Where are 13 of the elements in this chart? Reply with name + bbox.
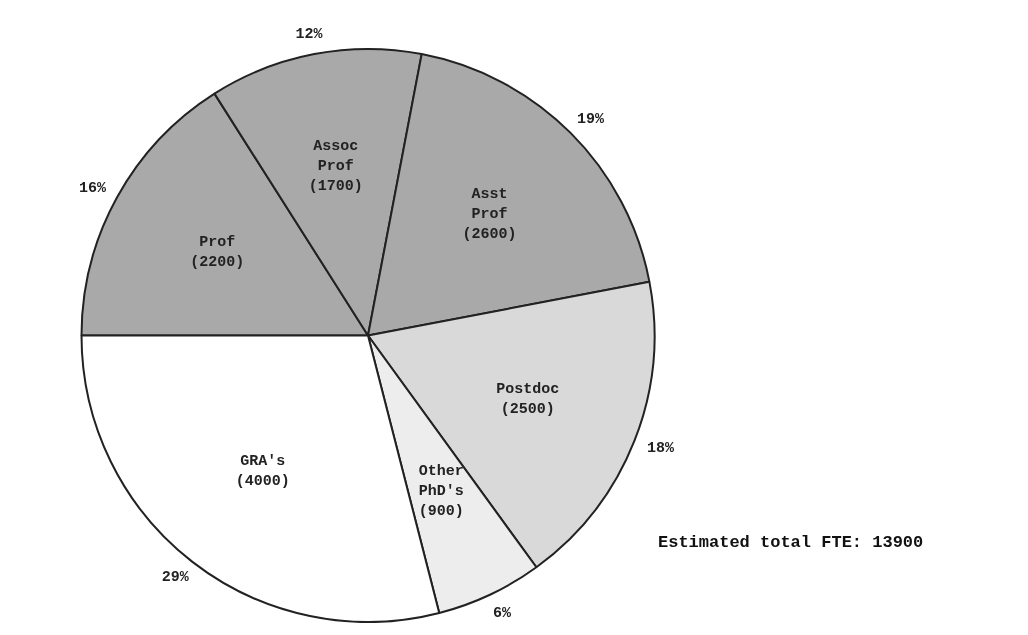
slice-label: GRA's (4000) bbox=[235, 453, 290, 491]
slice-label: Assoc Prof (1700) bbox=[308, 138, 363, 196]
data-label: 12% bbox=[295, 26, 324, 44]
slice-label: Other PhD's (900) bbox=[418, 462, 464, 520]
text: Estimated total FTE: 13900 bbox=[658, 533, 924, 552]
data-label: 18% bbox=[646, 440, 675, 458]
slice-label: Asst Prof (2600) bbox=[462, 185, 517, 243]
slice-label: Prof (2200) bbox=[190, 234, 245, 272]
data-label: 6% bbox=[492, 604, 512, 622]
data-label: 16% bbox=[78, 179, 107, 197]
data-label: 29% bbox=[161, 569, 190, 587]
data-label: 19% bbox=[576, 110, 605, 128]
slice-label: Postdoc (2500) bbox=[496, 380, 560, 418]
